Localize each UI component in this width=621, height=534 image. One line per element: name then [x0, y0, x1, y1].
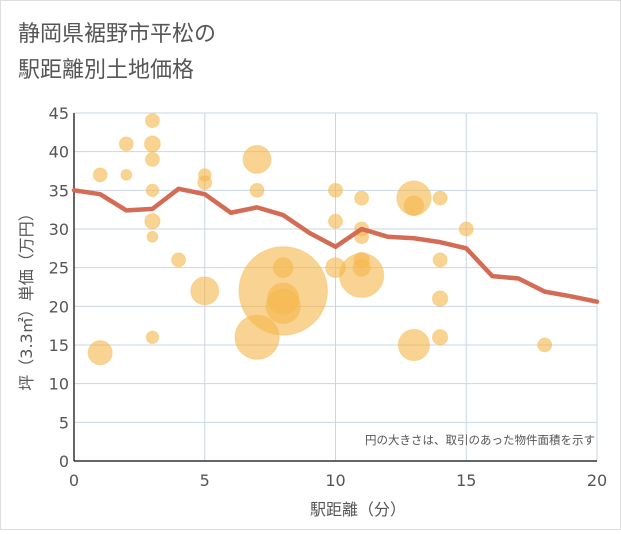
x-tick-label-0: 0: [69, 471, 79, 490]
y-tick-label-20: 20: [49, 297, 69, 316]
y-tick-label-0: 0: [59, 452, 69, 471]
bubble-point: [432, 190, 448, 206]
bubble-point: [145, 183, 160, 198]
bubble-point: [234, 314, 280, 360]
bubble-point: [354, 190, 370, 206]
x-axis-label: 駅距離（分）: [310, 500, 406, 519]
y-tick-label-35: 35: [49, 181, 69, 200]
y-tick-label-45: 45: [49, 104, 69, 123]
x-tick-label-20: 20: [587, 471, 607, 490]
bubble-point: [353, 251, 370, 269]
y-tick-label-5: 5: [59, 413, 69, 432]
y-axis-label: 坪（3.3㎡）単価（万円）: [17, 205, 36, 390]
bubble-point: [146, 230, 159, 243]
bubble-point: [171, 252, 187, 268]
size-annotation: 円の大きさは、取引のあった物件面積を示す: [365, 433, 595, 447]
bubble-point: [272, 257, 294, 279]
x-tick-label-5: 5: [200, 471, 210, 490]
bubble-point: [242, 144, 272, 174]
bubble-point: [144, 151, 160, 167]
bubble-point: [120, 168, 133, 181]
bubble-point: [144, 113, 160, 129]
bubble-point: [249, 182, 265, 198]
bubble-point: [190, 276, 220, 306]
average-price-line: [71, 186, 600, 304]
bubble-point: [144, 213, 161, 230]
y-tick-label-15: 15: [49, 336, 69, 355]
y-tick-label-40: 40: [49, 143, 69, 162]
bubble-point: [267, 282, 300, 315]
bubble-point: [431, 290, 449, 307]
bubble-point: [87, 340, 113, 366]
x-tick-label-10: 10: [325, 471, 345, 490]
bubble-point: [143, 135, 161, 153]
bubble-point: [403, 195, 425, 217]
bubble-point: [537, 337, 553, 353]
average-line-series: [71, 186, 600, 304]
y-tick-label-30: 30: [49, 220, 69, 239]
chart-title-line-2: 駅距離別土地価格: [18, 58, 194, 83]
bubble-point: [458, 221, 474, 237]
chart-title-line-1: 静岡県裾野市平松の: [18, 22, 216, 47]
bubble-point: [431, 329, 449, 346]
y-tick-label-10: 10: [49, 375, 69, 394]
bubble-point: [118, 136, 134, 152]
axes: [73, 113, 597, 462]
bubble-point: [432, 252, 448, 268]
bubble-point: [92, 167, 108, 183]
bubble-point: [328, 182, 343, 198]
bubble-point: [145, 330, 160, 345]
tick-labels: 0 5 10 15 20 25 30 35 40 45 0 5 10 15 20: [49, 104, 608, 490]
y-tick-label-25: 25: [49, 259, 69, 278]
bubble-point: [397, 328, 431, 362]
bubble-point: [328, 213, 343, 229]
bubble-point: [325, 257, 346, 279]
bubble-point: [197, 168, 212, 182]
x-tick-label-15: 15: [456, 471, 476, 490]
